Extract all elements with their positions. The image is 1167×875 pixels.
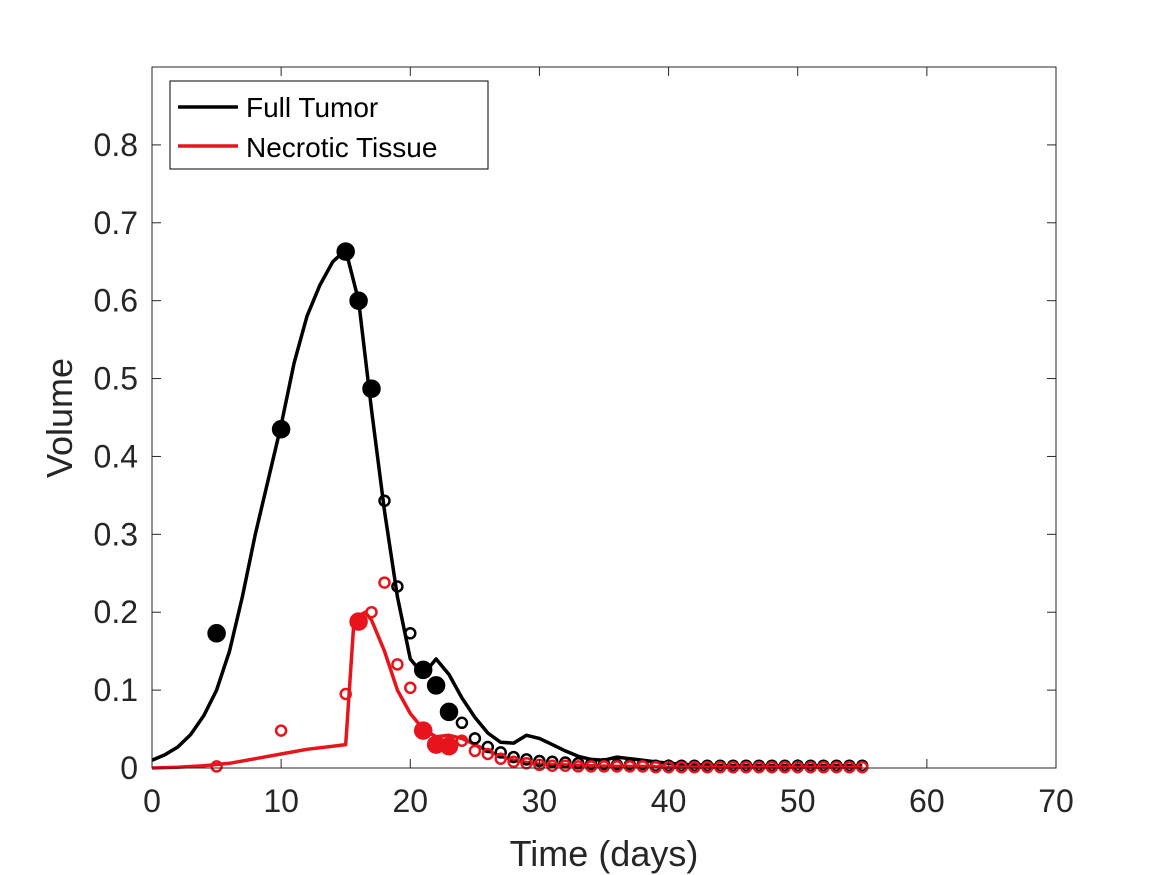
tumor-data-point-open — [455, 716, 469, 730]
necrotic-data-point-open — [404, 681, 417, 695]
necrotic-data-point-open — [391, 658, 404, 671]
legend: Full Tumor Necrotic Tissue — [169, 80, 489, 170]
x-tick-label: 20 — [392, 783, 428, 819]
tumor-data-point-filled — [349, 291, 368, 310]
necrotic-data-point-filled — [439, 736, 459, 756]
tumor-data-point-open — [468, 732, 482, 745]
x-tick-label: 10 — [263, 783, 299, 819]
tumor-data-point-open — [404, 627, 417, 640]
y-tick-label: 0.4 — [94, 438, 138, 474]
necrotic-data-point-open — [856, 760, 869, 774]
tumor-data-point-filled — [413, 660, 433, 680]
x-tick-label: 50 — [780, 783, 816, 819]
necrotic-data-point-open — [675, 760, 688, 774]
necrotic-data-point-open — [765, 760, 779, 774]
x-tick-label: 30 — [522, 783, 558, 819]
x-tick-label: 40 — [651, 783, 687, 819]
x-tick-label: 70 — [1038, 783, 1074, 819]
necrotic-data-point-open — [507, 755, 520, 769]
tumor-data-point-open — [520, 753, 533, 766]
tumor-data-point-open — [378, 494, 391, 508]
necrotic-data-point-open — [584, 760, 598, 773]
tumor-data-point-open — [494, 746, 507, 759]
y-tick-label: 0.5 — [94, 361, 138, 397]
tumor-data-point-filled — [439, 702, 459, 722]
necrotic-data-point-open — [571, 760, 585, 773]
necrotic-data-point-open — [688, 760, 701, 774]
tumor-data-point-open — [546, 755, 559, 769]
necrotic-data-point-open — [778, 760, 792, 774]
necrotic-data-point-open — [649, 760, 662, 774]
legend-label-full-tumor: Full Tumor — [246, 92, 378, 123]
tumor-data-point-filled — [207, 624, 226, 643]
y-tick-label: 0.7 — [94, 205, 138, 241]
necrotic-data-point-open — [597, 760, 611, 773]
legend-box — [169, 80, 489, 170]
necrotic-data-point-open — [843, 760, 856, 774]
plot-area — [152, 67, 1056, 768]
necrotic-data-point-open — [636, 760, 649, 773]
y-tick-label: 0.6 — [94, 283, 138, 319]
necrotic-data-point-open — [378, 576, 391, 589]
necrotic-data-point-open — [365, 605, 378, 619]
necrotic-data-point-open — [726, 760, 740, 774]
tumor-data-point-filled — [271, 419, 291, 439]
tumor-data-point-open — [391, 580, 404, 593]
tumor-data-point-filled — [426, 676, 446, 695]
y-tick-label: 0.3 — [94, 516, 138, 552]
y-tick-label: 0 — [120, 750, 138, 786]
necrotic-data-point-open — [739, 760, 753, 774]
necrotic-data-point-open — [713, 760, 727, 774]
necrotic-data-point-open — [339, 687, 352, 701]
necrotic-data-point-open — [830, 760, 843, 774]
necrotic-data-point-open — [752, 760, 766, 774]
necrotic-data-point-open — [210, 760, 223, 773]
tumor-data-point-open — [481, 740, 495, 754]
necrotic-data-point-open — [468, 744, 482, 758]
necrotic-data-point-open — [559, 759, 572, 772]
necrotic-data-point-open — [623, 760, 637, 773]
y-tick-label: 0.8 — [94, 127, 138, 163]
axes-box — [151, 66, 1057, 769]
y-axis-label: Volume — [39, 358, 80, 478]
y-tick-label: 0.2 — [94, 594, 138, 630]
x-axis-label: Time (days) — [510, 833, 699, 874]
necrotic-data-point-open — [274, 724, 288, 737]
necrotic-data-point-filled — [349, 612, 368, 631]
x-tick-label: 60 — [909, 783, 945, 819]
necrotic-data-point-open — [817, 760, 830, 774]
tumor-data-point-open — [507, 750, 520, 764]
necrotic-data-point-open — [494, 752, 507, 765]
y-tick-label: 0.1 — [94, 672, 138, 708]
necrotic-data-point-filled — [413, 721, 433, 740]
necrotic-data-point-open — [481, 747, 495, 761]
necrotic-data-point-open — [610, 760, 624, 773]
necrotic-data-point-open — [546, 759, 559, 772]
legend-label-necrotic-tissue: Necrotic Tissue — [246, 132, 437, 163]
x-tick-label: 0 — [143, 783, 161, 819]
necrotic-data-point-open — [804, 760, 817, 774]
tumor-data-point-filled — [362, 379, 381, 398]
necrotic-data-point-open — [455, 734, 469, 747]
axes-layer: 0 10 20 30 40 50 60 70 0 0.1 0.2 0.3 0.4 0.5 0.6 0.7 0.8 — [94, 66, 1074, 819]
tumor-data-point-filled — [336, 242, 355, 261]
necrotic-data-point-open — [701, 760, 714, 774]
